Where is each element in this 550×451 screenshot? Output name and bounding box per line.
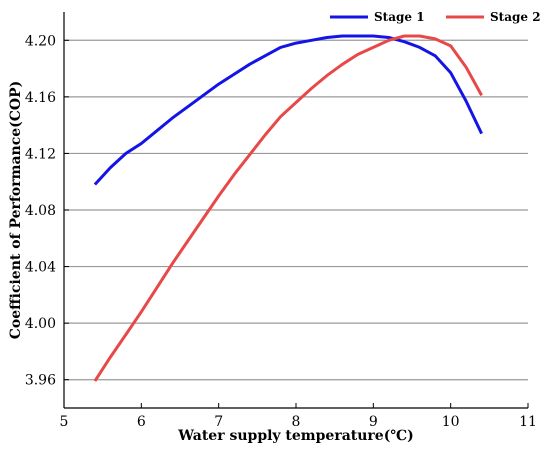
legend: Stage 1 Stage 2 xyxy=(330,10,541,24)
tick-labels: 3.96 4.00 4.04 4.08 4.12 4.16 4.20 5 6 7 8 9 10 11 xyxy=(25,33,537,430)
x-tick-label: 10 xyxy=(442,414,460,430)
x-tick-label: 8 xyxy=(292,414,301,430)
series-line-stage-1 xyxy=(93,34,483,186)
legend-label-stage-1: Stage 1 xyxy=(374,10,425,24)
y-tick-label: 4.00 xyxy=(25,316,56,332)
y-axis-title: Coefficient of Performance(COP) xyxy=(8,81,24,339)
x-tick-label: 6 xyxy=(137,414,146,430)
y-tick-label: 4.08 xyxy=(25,203,56,219)
y-tick-label: 4.16 xyxy=(25,90,56,106)
x-tick-label: 9 xyxy=(369,414,378,430)
y-tick-label: 3.96 xyxy=(25,373,56,389)
x-tick-label: 11 xyxy=(519,414,537,430)
y-tick-label: 4.04 xyxy=(25,260,56,276)
series-line-stage-2 xyxy=(93,34,483,382)
axes xyxy=(63,12,529,409)
y-tick-label: 4.12 xyxy=(25,146,56,162)
legend-label-stage-2: Stage 2 xyxy=(490,10,541,24)
x-tick-label: 5 xyxy=(60,414,69,430)
x-axis-title: Water supply temperature(℃) xyxy=(177,428,413,444)
y-tick-label: 4.20 xyxy=(25,33,56,49)
grid-lines xyxy=(64,39,528,381)
x-tick-label: 7 xyxy=(214,414,223,430)
series-lines xyxy=(93,34,483,382)
